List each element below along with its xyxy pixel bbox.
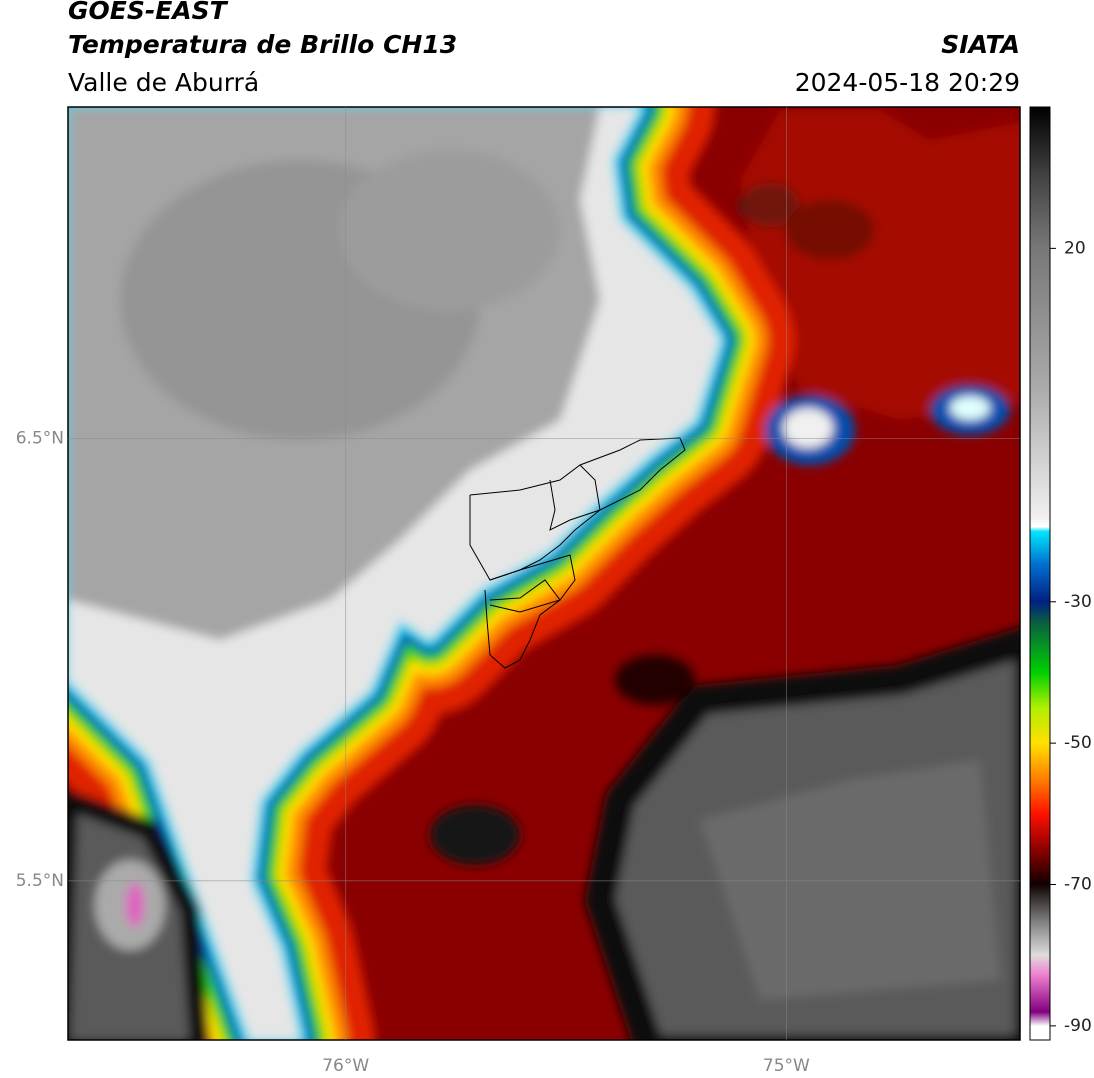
colorbar-tick-label: 20	[1064, 238, 1086, 258]
x-tick-label: 76°W	[322, 1056, 369, 1076]
colorbar-tick-label: -90	[1064, 1016, 1092, 1036]
colorbar-tick-label: -70	[1064, 875, 1092, 895]
y-tick-label: 6.5°N	[16, 429, 64, 449]
colorbar-tick-label: -50	[1064, 733, 1092, 753]
subtitle: Temperatura de Brillo CH13	[68, 30, 457, 59]
satellite-image	[68, 107, 1020, 1040]
source: SIATA	[941, 30, 1020, 59]
colorbar-tick-label: -30	[1064, 592, 1092, 612]
colorbar	[1029, 106, 1051, 1041]
municipality-outlines	[469, 437, 686, 669]
y-tick-label: 5.5°N	[16, 871, 64, 891]
datetime: 2024-05-18 20:29	[795, 68, 1020, 97]
region: Valle de Aburrá	[68, 68, 259, 97]
map-frame	[67, 106, 1021, 1041]
title: GOES-EAST	[68, 0, 229, 25]
x-tick-label: 75°W	[763, 1056, 810, 1076]
